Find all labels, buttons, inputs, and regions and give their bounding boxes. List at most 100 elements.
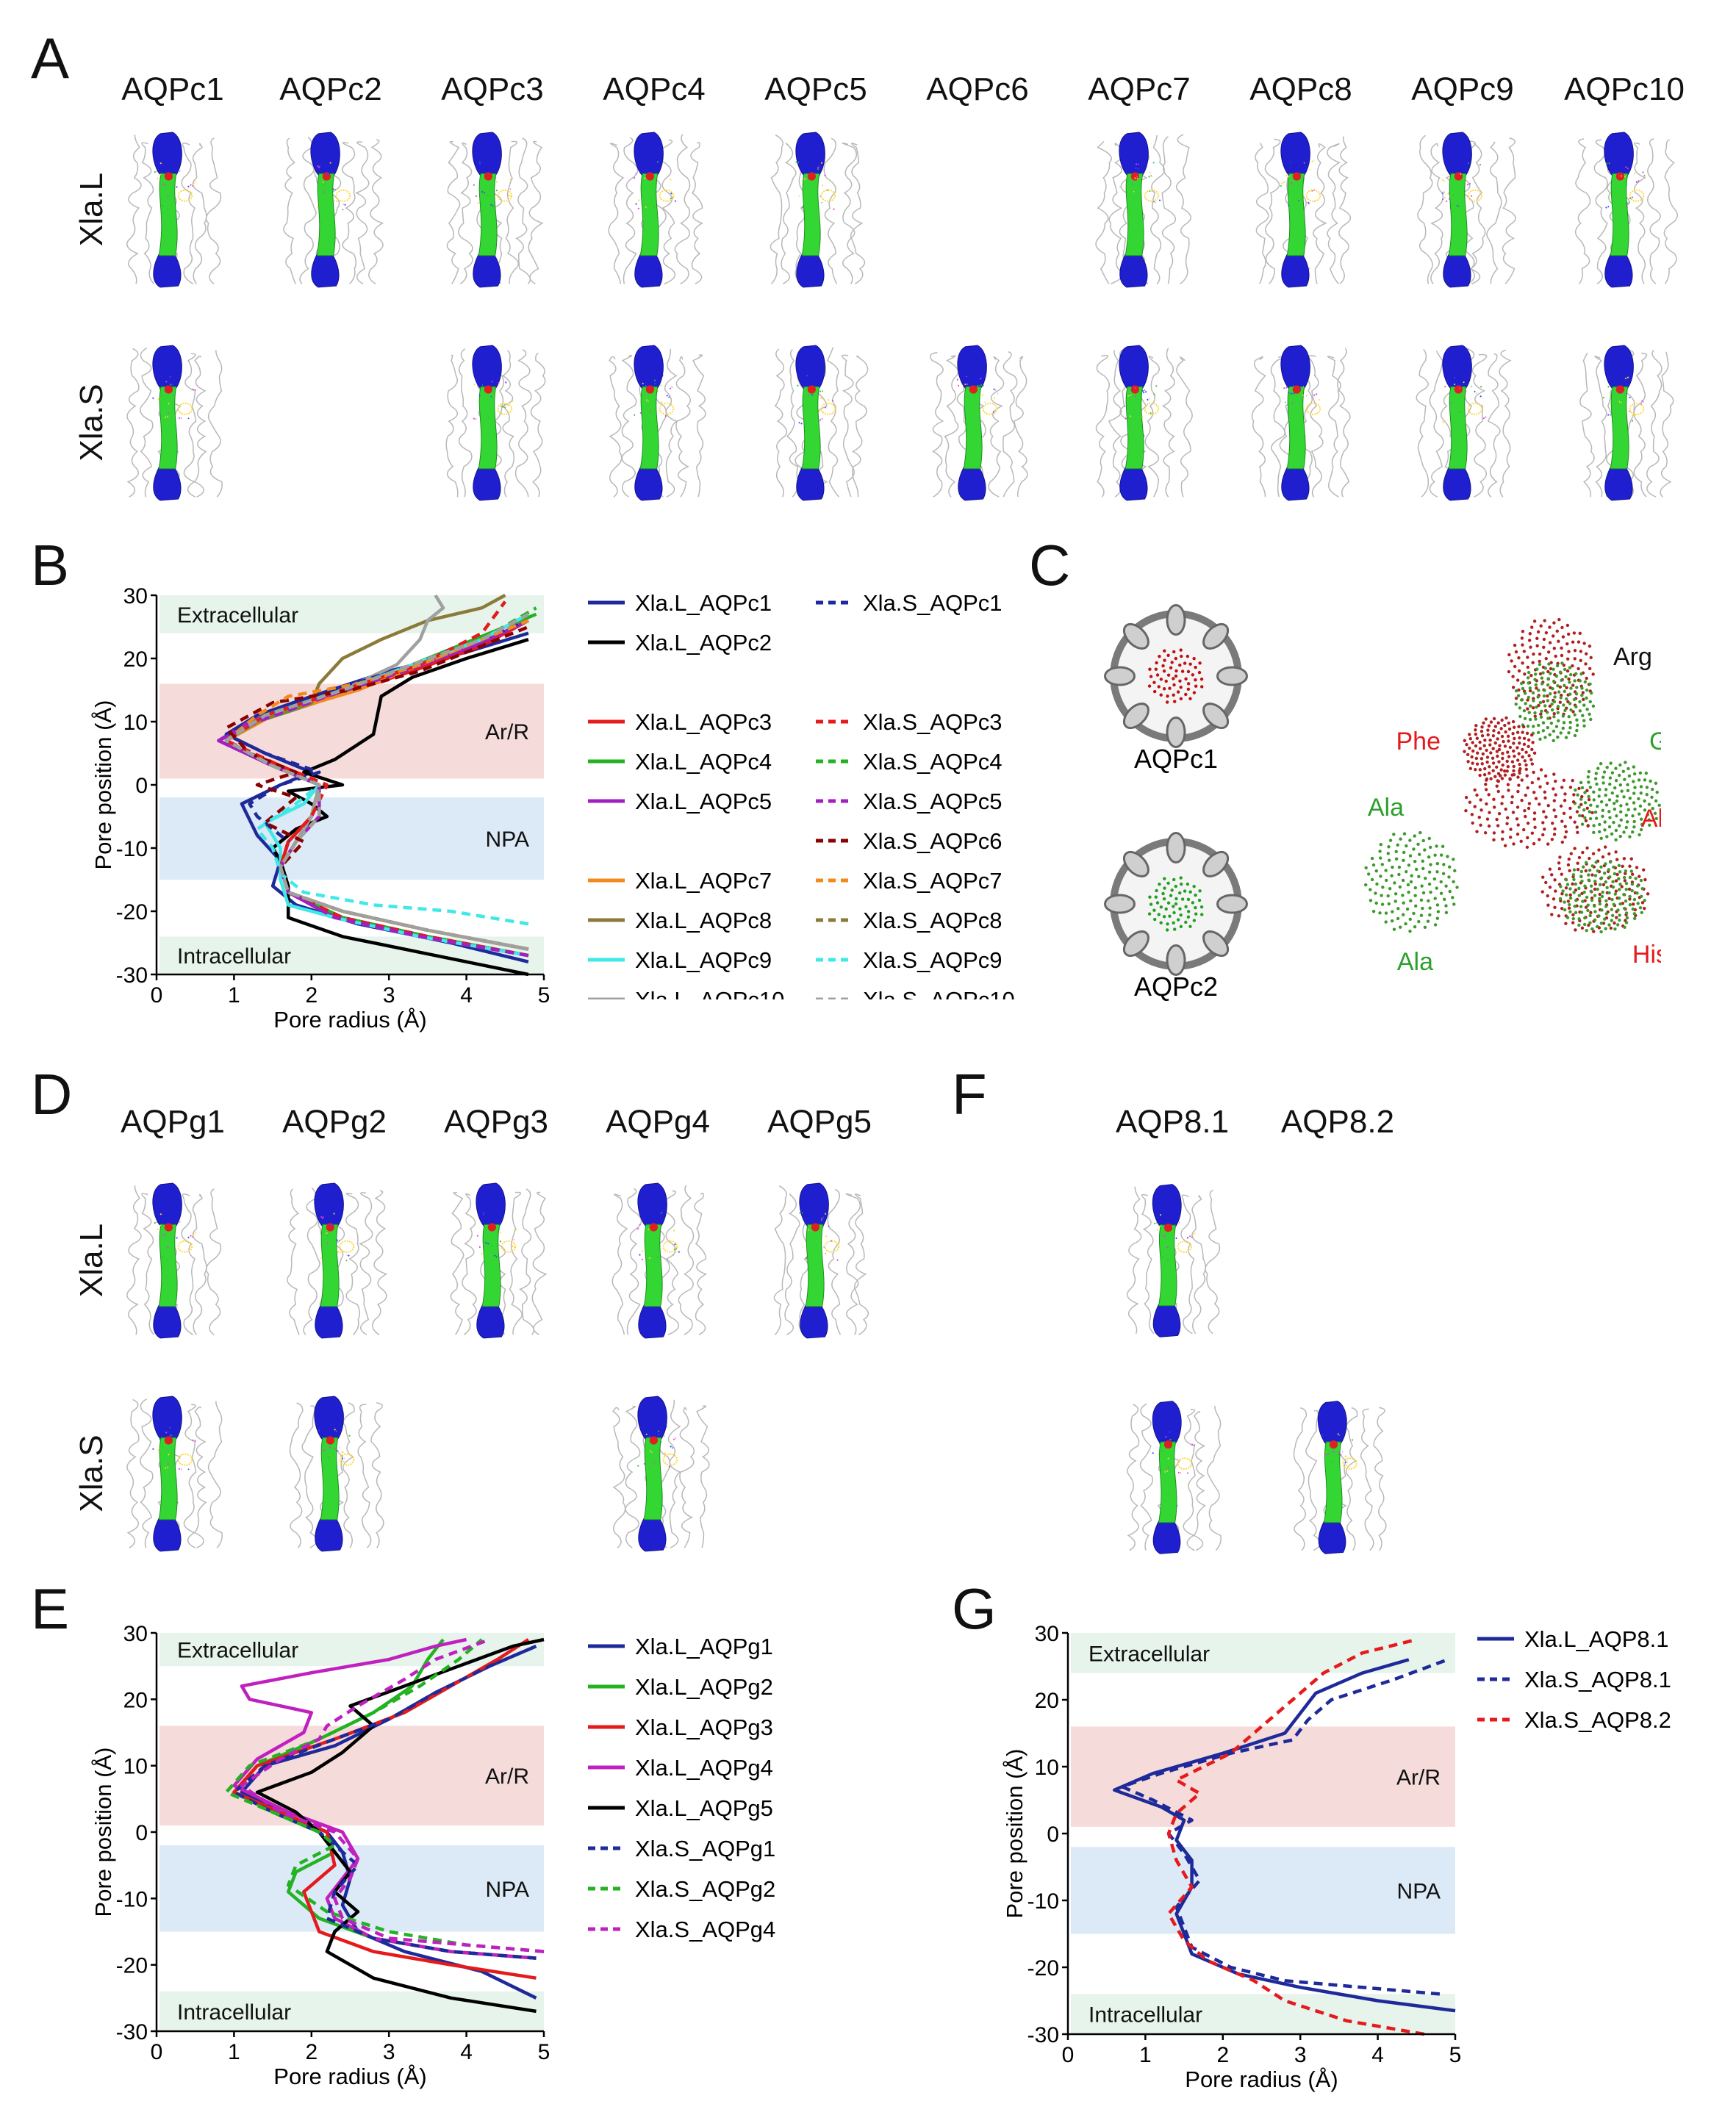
svg-text:Xla.L_AQPc2: Xla.L_AQPc2 [635, 630, 772, 656]
residue-sticks [473, 380, 514, 420]
legend-item-xla-s-aqpc7: Xla.S_AQPc7 [816, 868, 1002, 894]
residue-sticks [1119, 162, 1161, 204]
extracellular-vestibule [1604, 345, 1634, 389]
svg-text:Xla.S_AQPc3: Xla.S_AQPc3 [863, 709, 1002, 735]
legend-item-xla-s-aqpc5: Xla.S_AQPc5 [816, 789, 1002, 814]
intracellular-vestibule [1281, 467, 1310, 501]
y-tick-label: -30 [116, 2020, 148, 2044]
legend-item-xla-l-aqpc10: Xla.L_AQPc10 [588, 987, 784, 999]
column-label-aqpc3: AQPc3 [441, 71, 544, 107]
residue-sticks [152, 376, 196, 420]
pore-channel [320, 1224, 340, 1307]
pore-channel [478, 173, 498, 256]
y-tick-label: 0 [135, 1821, 148, 1845]
residue-sticks [1605, 162, 1647, 209]
extracellular-vestibule [310, 132, 340, 176]
pore-channel [1323, 1441, 1343, 1523]
structure-xla-s-aqpg2 [279, 1382, 390, 1569]
svg-text:Xla.L_AQP8.1: Xla.L_AQP8.1 [1524, 1626, 1668, 1652]
x-tick-label: 0 [1062, 2043, 1075, 2067]
structure-xla-s-aqpg1 [118, 1382, 228, 1569]
panel-letter-g: G [952, 1576, 997, 1641]
residue-label-ala-3: Ala [1368, 794, 1404, 822]
column-label-aqpc8: AQPc8 [1249, 71, 1352, 107]
structure-xla-s-aqp8-1 [1117, 1389, 1227, 1569]
column-label-aqpc5: AQPc5 [764, 71, 867, 107]
intracellular-vestibule [638, 1518, 667, 1552]
x-axis-label: Pore radius (Å) [273, 2064, 426, 2089]
pore-structure-aqpc2 [1104, 832, 1248, 976]
svg-text:Xla.S_AQPg2: Xla.S_AQPg2 [635, 1876, 775, 1902]
panel-letter-b: B [31, 533, 70, 597]
column-label-aqpc6: AQPc6 [926, 71, 1029, 107]
y-tick-label: -20 [116, 1954, 148, 1978]
structure-xla-l-aqpg5 [764, 1168, 875, 1356]
intracellular-vestibule [153, 1304, 182, 1339]
ar-r-constriction [1130, 385, 1139, 394]
legend-item-xla-l-aqpc4: Xla.L_AQPc4 [588, 749, 772, 775]
extracellular-vestibule [1280, 345, 1310, 389]
x-tick-label: 3 [1294, 2043, 1307, 2067]
extracellular-vestibule [1317, 1401, 1347, 1444]
extracellular-vestibule [314, 1396, 344, 1440]
legend-item-xla-s-aqpc8: Xla.S_AQPc8 [816, 908, 1002, 933]
row-label-xla-s: Xla.S [73, 384, 110, 462]
intracellular-vestibule [473, 467, 501, 501]
intracellular-vestibule [153, 254, 182, 288]
residue-sticks [317, 162, 351, 211]
intracellular-vestibule [1152, 1520, 1181, 1554]
residue-sticks [1283, 375, 1321, 417]
cloud-arg-green [1514, 661, 1596, 742]
extracellular-vestibule [152, 1396, 182, 1440]
panel-letter-e: E [31, 1576, 70, 1641]
column-label-aqpc4: AQPc4 [603, 71, 706, 107]
structure-xla-s-aqpc1 [118, 331, 228, 518]
intracellular-vestibule [796, 467, 825, 501]
intracellular-vestibule [1152, 1304, 1181, 1337]
chart-e-pore-radius: Extracellular Ar/R NPA Intracellular -30 -20 -… [90, 1622, 550, 2089]
residue-sticks [152, 1426, 196, 1471]
svg-text:Xla.L_AQPg1: Xla.L_AQPg1 [635, 1634, 773, 1659]
column-label-aqpg4: AQPg4 [606, 1104, 710, 1140]
pore-channel [801, 173, 821, 256]
row-label-xla-l: Xla.L [73, 1223, 110, 1298]
ar-r-constriction [164, 172, 173, 181]
legend-item-xla-l-aqpc1: Xla.L_AQPc1 [588, 590, 772, 616]
extracellular-vestibule [957, 345, 987, 389]
extracellular-vestibule [637, 1182, 667, 1227]
region-npa [159, 797, 544, 880]
pore-channel [158, 386, 178, 470]
extracellular-vestibule [799, 1182, 829, 1227]
svg-text:Xla.L_AQPg5: Xla.L_AQPg5 [635, 1795, 773, 1821]
residue-sticks [633, 379, 675, 418]
row-label-xla-l: Xla.L [73, 172, 110, 247]
residue-sticks [636, 1430, 678, 1469]
region-label-ar-r: Ar/R [485, 1764, 529, 1789]
residue-sticks [1280, 159, 1321, 207]
ar-r-constriction [969, 385, 978, 394]
y-tick-label: 20 [123, 1688, 148, 1712]
region-label-npa: NPA [1397, 1879, 1441, 1903]
structure-xla-l-aqpc7 [1084, 118, 1194, 305]
structure-xla-l-aqpc8 [1246, 118, 1356, 305]
intracellular-vestibule [311, 254, 340, 288]
svg-text:Xla.L_AQPc5: Xla.L_AQPc5 [635, 789, 772, 814]
x-tick-label: 5 [1449, 2043, 1462, 2067]
extracellular-vestibule [637, 1396, 667, 1440]
y-tick-label: 0 [1047, 1823, 1059, 1847]
structure-xla-l-aqpc5 [761, 118, 871, 305]
chart-b-pore-radius: Extracellular Ar/R NPA Intracellular -30 -20 -… [90, 584, 550, 1033]
pore-channel [478, 386, 498, 470]
structure-xla-s-aqpc5 [761, 331, 871, 518]
ar-r-constriction [649, 1223, 658, 1232]
region-label-intracellular: Intracellular [177, 2000, 291, 2025]
extracellular-vestibule [1119, 345, 1149, 389]
legend-item-xla-l-aqpg4: Xla.L_AQPg4 [588, 1755, 773, 1781]
series-line-xla-l-aqp8-1 [1112, 1658, 1456, 2013]
structure-xla-l-aqpg3 [441, 1168, 551, 1356]
legend-item-xla-s-aqpc9: Xla.S_AQPc9 [816, 947, 1002, 973]
structure-xla-s-aqpc8 [1246, 331, 1356, 518]
pore-structure-aqpc1 [1104, 604, 1248, 748]
cloud-arg-red [1507, 617, 1595, 720]
legend-b: Xla.L_AQPc1 Xla.L_AQPc2 Xla.L_AQPc3 Xla.L_A… [588, 590, 1015, 999]
